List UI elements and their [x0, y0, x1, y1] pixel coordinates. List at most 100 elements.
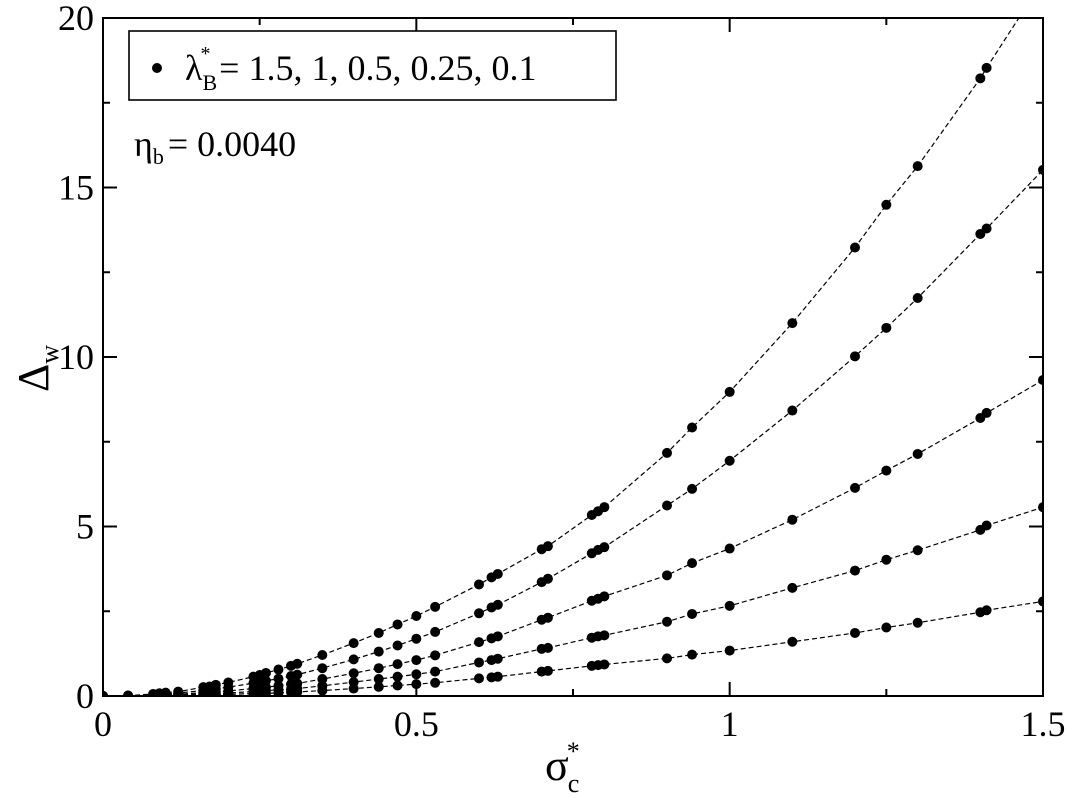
data-point — [662, 653, 672, 664]
data-point — [687, 483, 698, 494]
data-point — [662, 500, 672, 511]
data-point — [850, 351, 860, 362]
data-point — [787, 318, 798, 329]
data-point — [273, 673, 284, 684]
x-tick-label: 0.5 — [394, 704, 439, 744]
legend-lambda-sub: B — [202, 70, 217, 95]
data-point — [430, 677, 441, 688]
data-point — [687, 422, 698, 433]
x-axis-label-sup: * — [567, 737, 580, 766]
data-point — [411, 669, 422, 680]
data-point — [724, 600, 735, 611]
data-point — [411, 633, 422, 644]
series-3 — [103, 375, 1043, 696]
data-point — [123, 691, 134, 696]
data-point — [492, 671, 503, 682]
data-point — [373, 627, 384, 638]
y-tick-label: 20 — [58, 0, 94, 38]
data-point — [981, 520, 992, 531]
data-point — [662, 616, 672, 627]
annotation-eta: ηb = 0.0040 — [134, 124, 296, 169]
data-point — [492, 599, 503, 610]
data-point — [1038, 502, 1043, 513]
plot-frame — [102, 17, 1044, 697]
y-tick-label: 5 — [76, 507, 94, 547]
y-axis-label-delta: Δ — [9, 364, 58, 392]
legend-label: λ* B= 1.5, 1, 0.5, 0.25, 0.1 — [185, 43, 536, 95]
data-point — [260, 667, 271, 678]
data-point — [430, 626, 441, 637]
data-point — [260, 688, 271, 696]
data-point — [373, 674, 384, 685]
series-1 — [103, 18, 1020, 696]
data-point — [599, 659, 610, 670]
data-point — [687, 608, 698, 619]
data-point — [912, 448, 923, 459]
data-point — [724, 543, 735, 554]
data-point — [981, 223, 992, 234]
data-point — [474, 673, 484, 684]
x-tick-label: 1 — [721, 704, 739, 744]
y-tick-label: 15 — [58, 168, 94, 208]
x-axis-label: σ* c — [545, 737, 580, 796]
data-point — [881, 622, 892, 633]
annotation-eta-symbol: η — [134, 124, 153, 164]
series-line — [103, 506, 1043, 696]
data-point — [687, 649, 698, 660]
data-point — [430, 601, 441, 612]
data-point — [724, 455, 735, 466]
series-line — [103, 169, 1043, 696]
data-point — [430, 650, 441, 661]
data-point — [317, 663, 328, 674]
data-point — [599, 591, 610, 602]
data-point — [912, 293, 923, 304]
data-point — [373, 663, 384, 674]
y-axis-label-sub: w — [35, 345, 64, 364]
data-point — [392, 680, 403, 691]
data-point — [542, 665, 553, 676]
data-point — [850, 482, 860, 493]
x-axis-label-sub: c — [568, 769, 580, 796]
data-point — [292, 658, 303, 669]
data-point — [975, 73, 986, 84]
data-point — [223, 689, 234, 696]
data-point — [273, 664, 284, 675]
legend-lambda: λ — [185, 48, 203, 88]
data-point — [348, 668, 359, 679]
data-point — [724, 386, 735, 397]
data-point — [787, 514, 798, 525]
data-point — [492, 631, 503, 642]
data-point — [492, 568, 503, 579]
series-line — [103, 379, 1043, 696]
data-point — [292, 686, 303, 696]
x-axis-label-sigma: σ — [545, 741, 569, 790]
data-point — [599, 542, 610, 553]
data-point — [474, 608, 484, 619]
data-point — [912, 161, 923, 172]
data-point — [411, 655, 422, 666]
data-point — [411, 610, 422, 621]
data-point — [850, 627, 860, 638]
data-point — [599, 630, 610, 641]
data-point — [981, 62, 992, 73]
data-point — [881, 199, 892, 210]
data-point — [542, 642, 553, 653]
series-4 — [103, 502, 1043, 696]
data-point — [542, 573, 553, 584]
axis-ticks: 0 0.5 1 1.5 0 5 10 15 20 — [58, 0, 1066, 744]
data-point — [787, 636, 798, 647]
y-tick-label: 0 — [76, 676, 94, 716]
data-point — [348, 654, 359, 665]
legend: λ* B= 1.5, 1, 0.5, 0.25, 0.1 — [128, 30, 617, 101]
data-point — [317, 685, 328, 696]
data-point — [210, 689, 221, 696]
data-point — [348, 638, 359, 649]
data-point — [850, 565, 860, 576]
data-point — [292, 669, 303, 680]
data-point — [881, 465, 892, 476]
data-point — [687, 558, 698, 569]
data-point — [160, 690, 171, 696]
data-point — [392, 671, 403, 682]
series-line — [103, 600, 1043, 696]
